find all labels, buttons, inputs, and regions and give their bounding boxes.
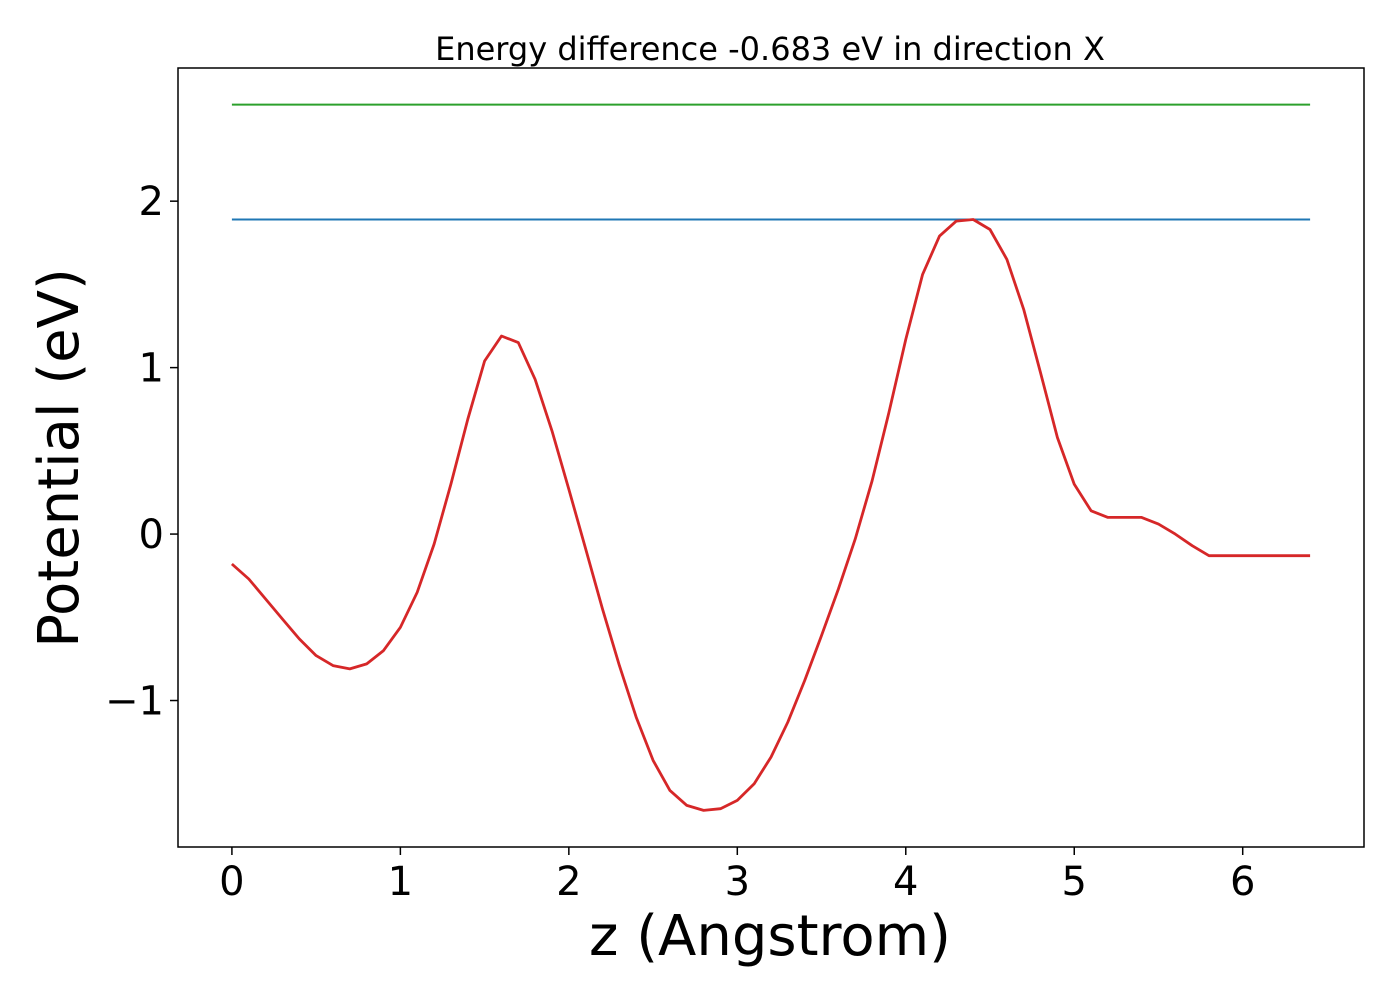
series-line-2: [230, 218, 1311, 812]
y-axis-label: Potential (eV): [27, 268, 92, 648]
series-layer: [230, 103, 1311, 812]
plot-area: [177, 67, 1365, 848]
y-axis-ticks: −1 0 1 2: [105, 179, 178, 725]
x-tick-label: 6: [1230, 859, 1255, 905]
x-tick-label: 2: [556, 859, 581, 905]
x-tick-label: 4: [893, 859, 918, 905]
x-tick-label: 5: [1062, 859, 1087, 905]
y-tick-label: 0: [139, 512, 164, 558]
x-tick-label: 1: [388, 859, 413, 905]
x-tick-label: 3: [725, 859, 750, 905]
x-axis-ticks: 0 1 2 3 4 5 6: [219, 847, 1255, 905]
y-tick-label: 1: [139, 346, 164, 392]
x-axis-label: z (Angstrom): [589, 904, 951, 969]
chart-title: Energy difference -0.683 eV in direction…: [435, 30, 1105, 68]
x-tick-label: 0: [219, 859, 244, 905]
y-tick-label: −1: [105, 679, 164, 725]
y-tick-label: 2: [139, 179, 164, 225]
